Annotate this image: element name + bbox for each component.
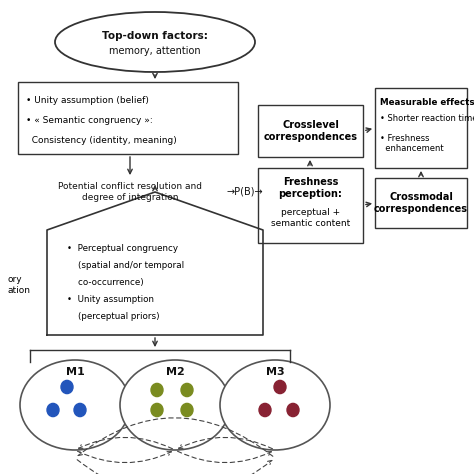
Text: M3: M3 [266, 367, 284, 377]
Text: Freshness
perception:: Freshness perception: [279, 177, 342, 199]
Text: ory
ation: ory ation [8, 275, 31, 295]
Ellipse shape [287, 403, 299, 417]
Ellipse shape [151, 403, 163, 417]
Ellipse shape [120, 360, 230, 450]
Text: Consistency (identity, meaning): Consistency (identity, meaning) [26, 136, 177, 145]
Bar [258, 105, 363, 157]
Text: Potential conflict resolution and
degree of integration: Potential conflict resolution and degree… [58, 182, 202, 202]
Ellipse shape [220, 360, 330, 450]
Bar [375, 88, 467, 168]
Ellipse shape [61, 381, 73, 393]
Text: • Shorter reaction times: • Shorter reaction times [380, 114, 474, 123]
Bar [375, 178, 467, 228]
Ellipse shape [181, 383, 193, 397]
Text: Measurable effects:: Measurable effects: [380, 98, 474, 107]
Text: Crossmodal
correspondences: Crossmodal correspondences [374, 192, 468, 214]
Bar [18, 82, 238, 154]
Ellipse shape [259, 403, 271, 417]
Ellipse shape [274, 381, 286, 393]
Text: • « Semantic congruency »:: • « Semantic congruency »: [26, 116, 153, 125]
Text: Top-down factors:: Top-down factors: [102, 31, 208, 41]
Text: co-occurrence): co-occurrence) [67, 278, 144, 287]
Text: (spatial and/or temporal: (spatial and/or temporal [67, 261, 184, 270]
Text: memory, attention: memory, attention [109, 46, 201, 56]
Ellipse shape [20, 360, 130, 450]
Text: (perceptual priors): (perceptual priors) [67, 312, 160, 321]
Text: • Freshness
  enhancement: • Freshness enhancement [380, 134, 444, 154]
Text: Crosslevel
correspondences: Crosslevel correspondences [264, 120, 357, 142]
Ellipse shape [55, 12, 255, 72]
Text: M1: M1 [65, 367, 84, 377]
Text: perceptual +
semantic content: perceptual + semantic content [271, 208, 350, 228]
Ellipse shape [74, 403, 86, 417]
Text: M2: M2 [165, 367, 184, 377]
Bar [258, 168, 363, 243]
Ellipse shape [181, 403, 193, 417]
Ellipse shape [151, 383, 163, 397]
Text: • Unity assumption (belief): • Unity assumption (belief) [26, 96, 149, 105]
Text: →P(B)→: →P(B)→ [227, 187, 264, 197]
Ellipse shape [47, 403, 59, 417]
Text: •  Unity assumption: • Unity assumption [67, 295, 154, 304]
Text: •  Perceptual congruency: • Perceptual congruency [67, 244, 178, 253]
